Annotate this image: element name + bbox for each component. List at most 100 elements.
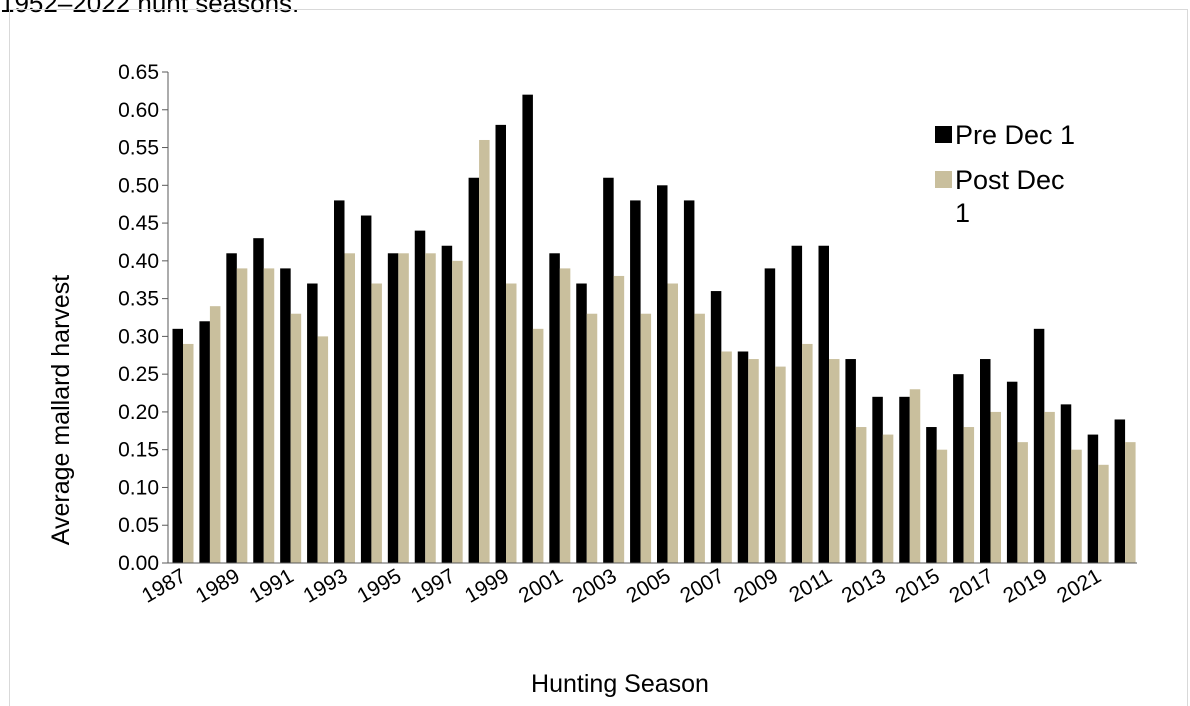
y-axis-ticks: 0.00 0.05 0.10 0.15 0.20 0.25 0.30 0.35 0.40 0.45… [118, 61, 168, 575]
bar-pre-1999 [495, 124, 506, 563]
bar-pre-1992 [307, 283, 318, 563]
bar-pre-2010 [791, 245, 803, 563]
y-tick-label: 0.25 [118, 363, 159, 386]
bar-post-2015 [936, 449, 948, 563]
bar-post-2017 [990, 411, 1001, 563]
bar-pre-2014 [899, 396, 910, 563]
bar-pre-2017 [980, 359, 991, 563]
bar-pre-2001 [549, 253, 560, 564]
bar-post-1998 [479, 139, 490, 563]
y-tick-label: 0.35 [118, 288, 159, 311]
bar-pre-1989 [226, 253, 237, 564]
y-axis-title: Average mallard harvest [47, 275, 75, 546]
y-tick-label: 0.55 [118, 137, 159, 160]
x-tick-label: 2007 [676, 564, 728, 607]
y-tick-label: 0.20 [118, 401, 159, 424]
bar-post-2021 [1098, 464, 1109, 563]
bar-pre-1994 [360, 215, 372, 563]
bar-pre-2000 [522, 94, 533, 564]
y-tick-label: 0.15 [118, 439, 159, 462]
bar-pre-2019 [1033, 328, 1045, 563]
bar-post-2006 [694, 313, 705, 563]
bar-pre-2011 [818, 245, 829, 563]
bar-post-2016 [963, 427, 975, 563]
bar-post-1989 [236, 268, 248, 563]
x-tick-label: 2009 [730, 564, 782, 607]
legend: Pre Dec 1 Post Dec 1 [935, 120, 1075, 228]
bar-pre-2009 [764, 268, 776, 563]
x-axis-ticks: 1987 1989 1991 1993 1995 1997 1999 2001 2003 2005… [138, 564, 1105, 607]
x-tick-label: 1997 [407, 564, 459, 607]
bar-post-2022 [1125, 442, 1136, 563]
bar-pre-2016 [953, 374, 964, 563]
y-tick-label: 0.60 [118, 99, 159, 122]
x-tick-label: 1995 [353, 564, 405, 607]
bar-pre-1990 [253, 238, 264, 563]
bar-post-2003 [613, 275, 625, 563]
y-tick-label: 0.50 [118, 174, 159, 197]
y-tick-label: 0.65 [118, 61, 159, 84]
x-tick-label: 2021 [1053, 564, 1105, 607]
bar-pre-2007 [710, 291, 722, 563]
bar-pre-1998 [468, 177, 480, 563]
bar-pre-2008 [737, 351, 749, 563]
y-tick-label: 0.45 [118, 212, 159, 235]
bar-pre-1993 [334, 200, 345, 563]
y-tick-label: 0.40 [118, 250, 159, 273]
bar-post-2014 [909, 389, 921, 563]
bar-post-2004 [640, 313, 652, 563]
bar-post-1997 [452, 260, 463, 563]
bar-post-1996 [425, 253, 436, 564]
bar-post-2000 [532, 328, 544, 563]
bar-post-2009 [775, 366, 786, 563]
bars [172, 94, 1136, 564]
bar-post-2008 [748, 359, 759, 563]
bar-post-1988 [209, 306, 221, 563]
x-tick-label: 1999 [461, 564, 513, 607]
axes [167, 72, 1137, 564]
bar-post-2012 [855, 427, 867, 563]
x-tick-label: 2015 [892, 564, 944, 607]
y-tick-label: 0.30 [118, 325, 159, 348]
bar-post-2011 [829, 359, 840, 563]
bar-post-1999 [506, 283, 517, 563]
x-tick-label: 2017 [945, 564, 997, 607]
bar-post-1994 [371, 283, 382, 563]
bar-post-2010 [802, 343, 813, 563]
x-tick-label: 2001 [515, 564, 567, 607]
x-tick-label: 1993 [299, 564, 351, 607]
bar-pre-2015 [926, 427, 937, 563]
chart-frame [9, 9, 1188, 706]
x-tick-label: 1989 [192, 564, 244, 607]
bar-pre-2020 [1060, 404, 1072, 563]
bar-pre-2013 [872, 396, 883, 563]
x-tick-label: 2003 [569, 564, 621, 607]
legend-label-post: Post Dec [955, 165, 1065, 195]
bar-pre-2021 [1087, 434, 1099, 563]
x-axis-title: Hunting Season [531, 670, 709, 698]
bar-post-1993 [344, 253, 355, 564]
bar-post-2002 [586, 313, 598, 563]
bar-post-2020 [1071, 449, 1082, 563]
bar-pre-2003 [603, 177, 614, 563]
bar-pre-1991 [280, 268, 291, 563]
legend-swatch-post [935, 171, 952, 188]
bar-post-2018 [1017, 442, 1028, 563]
bar-pre-2012 [845, 359, 856, 563]
bar-pre-2006 [683, 200, 695, 563]
bar-post-1990 [263, 268, 275, 563]
bar-post-1992 [317, 336, 329, 563]
bar-pre-1996 [414, 230, 426, 563]
bar-post-1987 [183, 343, 194, 563]
x-tick-label: 2019 [999, 564, 1051, 607]
y-tick-label: 0.05 [118, 514, 159, 537]
bar-post-2005 [667, 283, 678, 563]
bar-pre-1987 [172, 328, 183, 563]
bar-pre-2002 [576, 283, 587, 563]
y-tick-label: 0.00 [118, 552, 159, 575]
legend-label-post-line2: 1 [955, 198, 970, 228]
bar-post-2019 [1044, 411, 1055, 563]
bar-pre-2022 [1114, 419, 1126, 563]
bar-pre-1995 [387, 253, 399, 564]
bar-pre-2005 [657, 185, 668, 564]
